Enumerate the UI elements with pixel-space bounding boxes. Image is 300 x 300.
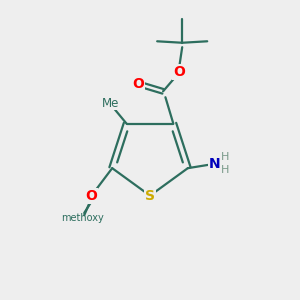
Text: H: H — [221, 152, 230, 162]
Text: O: O — [132, 77, 144, 91]
Text: N: N — [208, 157, 220, 171]
Text: Me: Me — [102, 97, 119, 110]
Text: O: O — [173, 65, 185, 79]
Text: S: S — [145, 189, 155, 202]
Text: methoxy: methoxy — [61, 213, 104, 223]
Text: O: O — [85, 189, 98, 203]
Text: H: H — [221, 165, 230, 175]
